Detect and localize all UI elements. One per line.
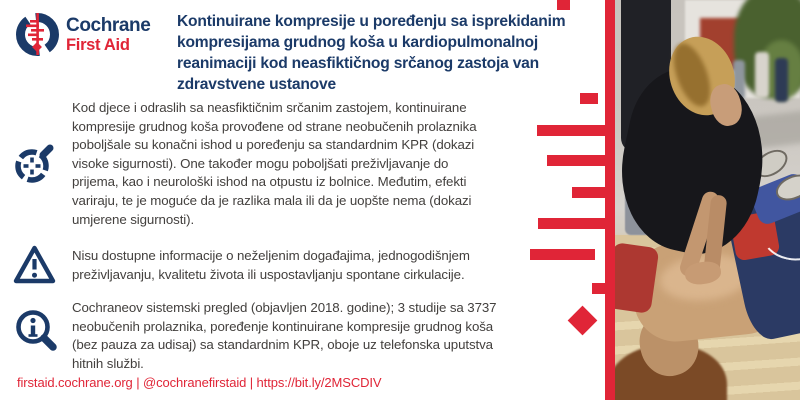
forest-bar xyxy=(537,125,628,136)
logo-text: Cochrane First Aid xyxy=(66,15,151,54)
cpr-training-photo xyxy=(615,0,800,400)
cochrane-logo-icon xyxy=(14,11,61,58)
forest-bar xyxy=(547,155,607,166)
info-magnifier-icon xyxy=(12,306,62,363)
forest-bar xyxy=(592,283,630,294)
brand-subname: First Aid xyxy=(66,36,130,54)
footer-links: firstaid.cochrane.org | @cochranefirstai… xyxy=(17,375,382,390)
section-missing-info-text: Nisu dostupne informacije o neželjenim d… xyxy=(72,248,470,282)
scope-icon xyxy=(11,140,58,192)
page-title: Kontinuirane kompresije u poređenju sa i… xyxy=(177,13,566,93)
forest-plot-axis xyxy=(605,0,615,400)
forest-bar xyxy=(572,187,652,198)
section-findings-text: Kod djece i odraslih sa neasfiktičnim sr… xyxy=(72,100,477,227)
forest-bar xyxy=(580,93,598,104)
forest-bar xyxy=(530,249,595,260)
warning-icon xyxy=(11,242,58,294)
forest-bar xyxy=(557,0,570,10)
forest-bar xyxy=(538,218,628,229)
brand-name: Cochrane xyxy=(66,15,151,36)
section-review-details-text: Cochraneov sistemski pregled (objavljen … xyxy=(72,300,497,371)
